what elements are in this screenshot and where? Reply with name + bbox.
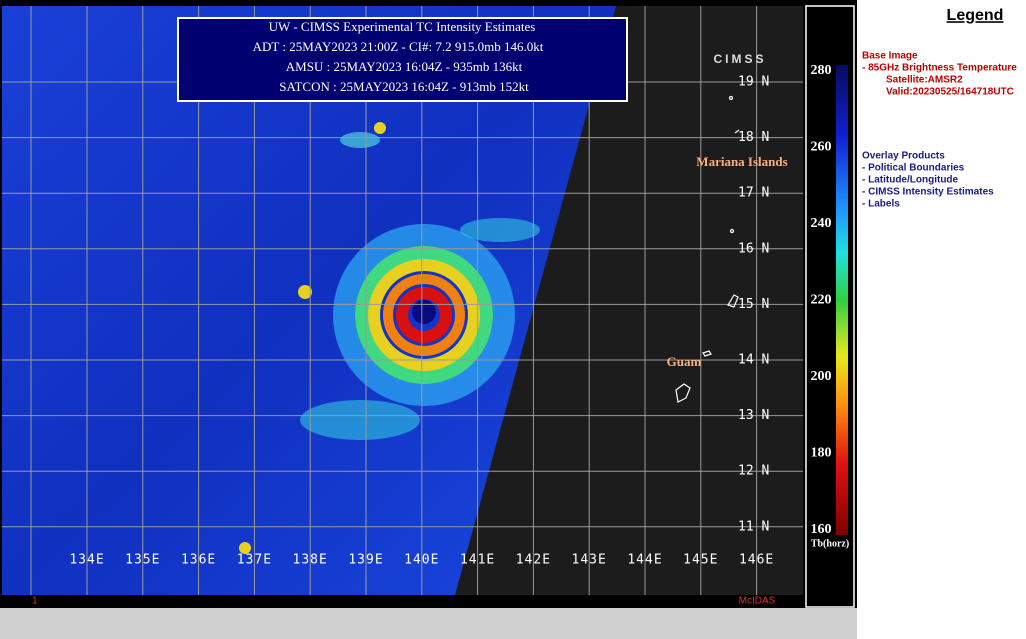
legend-item: - 85GHz Brightness Temperature [862, 63, 1017, 74]
legend-item: - Political Boundaries [862, 163, 965, 174]
legend-panel [857, 0, 1026, 639]
lon-label: 143E [572, 553, 607, 568]
lat-label: 16 N [738, 241, 769, 256]
islands [675, 95, 740, 403]
colorbar-tick-label: 160 [811, 522, 832, 537]
footer-center: McIDAS [739, 596, 776, 607]
footer-left: 1 [32, 596, 38, 607]
footer-strip [0, 595, 805, 608]
lon-label: 146E [739, 553, 774, 568]
lat-label: 12 N [738, 464, 769, 479]
place-label: Guam [667, 354, 702, 369]
colorbar-tick-label: 260 [811, 140, 832, 155]
header-line: ADT : 25MAY2023 21:00Z - CI#: 7.2 915.0m… [253, 39, 544, 54]
header-box [177, 17, 628, 102]
legend-title: Legend [947, 7, 1004, 24]
lat-label: 17 N [738, 186, 769, 201]
lat-label: 13 N [738, 408, 769, 423]
legend-item: Valid:20230525/164718UTC [886, 87, 1014, 98]
legend-heading: Base Image [862, 51, 918, 62]
colorbar-tick-label: 220 [811, 293, 832, 308]
swath [2, 6, 616, 595]
colorbar-tick-label: 240 [811, 216, 832, 231]
lon-label: 140E [404, 553, 439, 568]
lon-label: 145E [683, 553, 718, 568]
logo: CIMSS [713, 52, 766, 66]
lon-label: 139E [348, 553, 383, 568]
colorbar-tick-label: 200 [811, 369, 832, 384]
legend-heading: Overlay Products [862, 151, 945, 162]
colorbar-tick-label: 280 [811, 63, 832, 78]
lon-label: 136E [181, 553, 216, 568]
lat-label: 11 N [738, 519, 769, 534]
colorbar [836, 65, 848, 535]
colorbar-unit: Tb(horz) [811, 538, 849, 549]
lon-label: 137E [237, 553, 272, 568]
lon-label: 135E [125, 553, 160, 568]
lon-label: 141E [460, 553, 495, 568]
legend-item: - CIMSS Intensity Estimates [862, 187, 994, 198]
status-bar [0, 608, 857, 639]
colorbar-tick-label: 180 [811, 446, 832, 461]
lon-label: 144E [627, 553, 662, 568]
header-line: AMSU : 25MAY2023 16:04Z - 935mb 136kt [286, 59, 523, 74]
lat-label: 19 N [738, 75, 769, 90]
legend-item: - Labels [862, 199, 900, 210]
lon-label: 134E [69, 553, 104, 568]
legend-item: - Latitude/Longitude [862, 175, 959, 186]
header-title: UW - CIMSS Experimental TC Intensity Est… [269, 19, 536, 34]
legend-item: Satellite:AMSR2 [886, 75, 963, 86]
lon-label: 138E [293, 553, 328, 568]
lat-label: 18 N [738, 130, 769, 145]
storm [239, 122, 540, 554]
lat-label: 15 N [738, 297, 769, 312]
lat-label: 14 N [738, 353, 769, 368]
place-label: Mariana Islands [696, 154, 787, 169]
header-line: SATCON : 25MAY2023 16:04Z - 913mb 152kt [279, 79, 529, 94]
lon-label: 142E [516, 553, 551, 568]
